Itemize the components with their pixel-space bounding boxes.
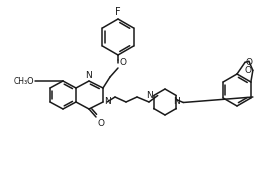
- Text: O: O: [98, 119, 105, 128]
- Text: N: N: [173, 96, 180, 105]
- Text: O: O: [246, 58, 253, 67]
- Text: O: O: [26, 77, 33, 86]
- Text: N: N: [104, 98, 111, 107]
- Text: CH₃: CH₃: [14, 77, 28, 86]
- Text: F: F: [115, 7, 121, 17]
- Text: O: O: [119, 58, 126, 67]
- Text: N: N: [146, 91, 153, 100]
- Text: O: O: [245, 66, 252, 75]
- Text: N: N: [85, 71, 91, 80]
